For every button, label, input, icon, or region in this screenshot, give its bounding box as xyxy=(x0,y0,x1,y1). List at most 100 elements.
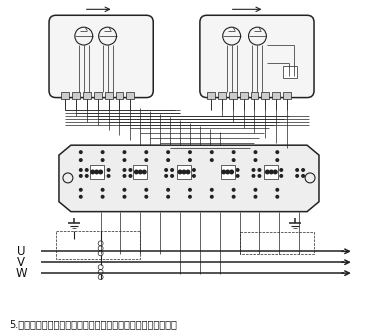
Circle shape xyxy=(258,168,262,172)
Circle shape xyxy=(275,158,279,162)
Bar xyxy=(221,165,235,179)
Circle shape xyxy=(128,174,132,178)
Circle shape xyxy=(101,174,105,178)
Circle shape xyxy=(166,195,170,199)
Circle shape xyxy=(279,168,283,172)
Circle shape xyxy=(98,170,103,175)
Bar xyxy=(72,92,80,98)
Circle shape xyxy=(232,158,236,162)
Circle shape xyxy=(273,168,277,172)
Circle shape xyxy=(269,170,274,175)
Circle shape xyxy=(225,170,230,175)
Bar xyxy=(56,231,140,259)
Circle shape xyxy=(275,195,279,199)
Circle shape xyxy=(166,188,170,192)
Circle shape xyxy=(101,168,105,172)
Circle shape xyxy=(188,195,192,199)
Circle shape xyxy=(164,168,168,172)
Circle shape xyxy=(101,195,105,199)
Circle shape xyxy=(265,170,270,175)
Circle shape xyxy=(232,188,236,192)
Circle shape xyxy=(79,168,83,172)
Circle shape xyxy=(90,170,95,175)
Circle shape xyxy=(221,170,226,175)
Circle shape xyxy=(79,195,83,199)
Polygon shape xyxy=(59,145,319,212)
Circle shape xyxy=(188,188,192,192)
Circle shape xyxy=(144,158,148,162)
Circle shape xyxy=(166,150,170,154)
Bar xyxy=(272,92,280,98)
Circle shape xyxy=(229,170,234,175)
Circle shape xyxy=(79,188,83,192)
Circle shape xyxy=(232,150,236,154)
FancyBboxPatch shape xyxy=(200,15,314,97)
Circle shape xyxy=(210,195,214,199)
Circle shape xyxy=(79,150,83,154)
Bar xyxy=(265,165,278,179)
Bar xyxy=(207,92,215,98)
Bar xyxy=(105,92,112,98)
Circle shape xyxy=(186,174,190,178)
Circle shape xyxy=(275,150,279,154)
Circle shape xyxy=(170,168,174,172)
Circle shape xyxy=(94,170,99,175)
Bar xyxy=(83,92,91,98)
Circle shape xyxy=(122,150,127,154)
Bar xyxy=(61,92,69,98)
Circle shape xyxy=(236,174,240,178)
Text: U: U xyxy=(17,245,26,258)
Circle shape xyxy=(122,188,127,192)
Circle shape xyxy=(128,168,132,172)
Circle shape xyxy=(182,170,186,175)
Circle shape xyxy=(252,174,255,178)
Text: V: V xyxy=(17,256,25,269)
Circle shape xyxy=(210,150,214,154)
Circle shape xyxy=(252,168,255,172)
Bar xyxy=(127,92,134,98)
Circle shape xyxy=(295,174,299,178)
Circle shape xyxy=(107,168,111,172)
Bar xyxy=(115,92,124,98)
Circle shape xyxy=(301,168,305,172)
Circle shape xyxy=(144,188,148,192)
Circle shape xyxy=(122,195,127,199)
Circle shape xyxy=(230,174,233,178)
Bar xyxy=(240,232,314,254)
Circle shape xyxy=(210,158,214,162)
Bar xyxy=(134,165,147,179)
Circle shape xyxy=(138,170,143,175)
Bar xyxy=(283,66,297,78)
Circle shape xyxy=(164,174,168,178)
Text: W: W xyxy=(16,267,27,280)
Text: 5.非有效接地系统高压计量有功及感性无功电能分相接线方式。: 5.非有效接地系统高压计量有功及感性无功电能分相接线方式。 xyxy=(9,319,177,329)
Circle shape xyxy=(273,170,278,175)
Circle shape xyxy=(295,168,299,172)
Circle shape xyxy=(107,174,111,178)
Circle shape xyxy=(188,158,192,162)
Bar xyxy=(177,165,191,179)
Circle shape xyxy=(192,174,196,178)
Circle shape xyxy=(79,158,83,162)
Circle shape xyxy=(101,188,105,192)
Bar xyxy=(94,92,102,98)
Circle shape xyxy=(122,174,127,178)
Circle shape xyxy=(253,158,258,162)
FancyBboxPatch shape xyxy=(49,15,153,97)
Circle shape xyxy=(101,150,105,154)
Circle shape xyxy=(253,150,258,154)
Circle shape xyxy=(210,188,214,192)
Circle shape xyxy=(188,150,192,154)
Circle shape xyxy=(122,158,127,162)
Bar xyxy=(90,165,104,179)
Circle shape xyxy=(170,174,174,178)
Circle shape xyxy=(79,174,83,178)
Circle shape xyxy=(85,174,89,178)
Circle shape xyxy=(273,174,277,178)
Bar xyxy=(229,92,236,98)
Circle shape xyxy=(142,170,147,175)
Bar xyxy=(250,92,258,98)
Circle shape xyxy=(122,168,127,172)
Circle shape xyxy=(275,188,279,192)
Bar xyxy=(218,92,226,98)
